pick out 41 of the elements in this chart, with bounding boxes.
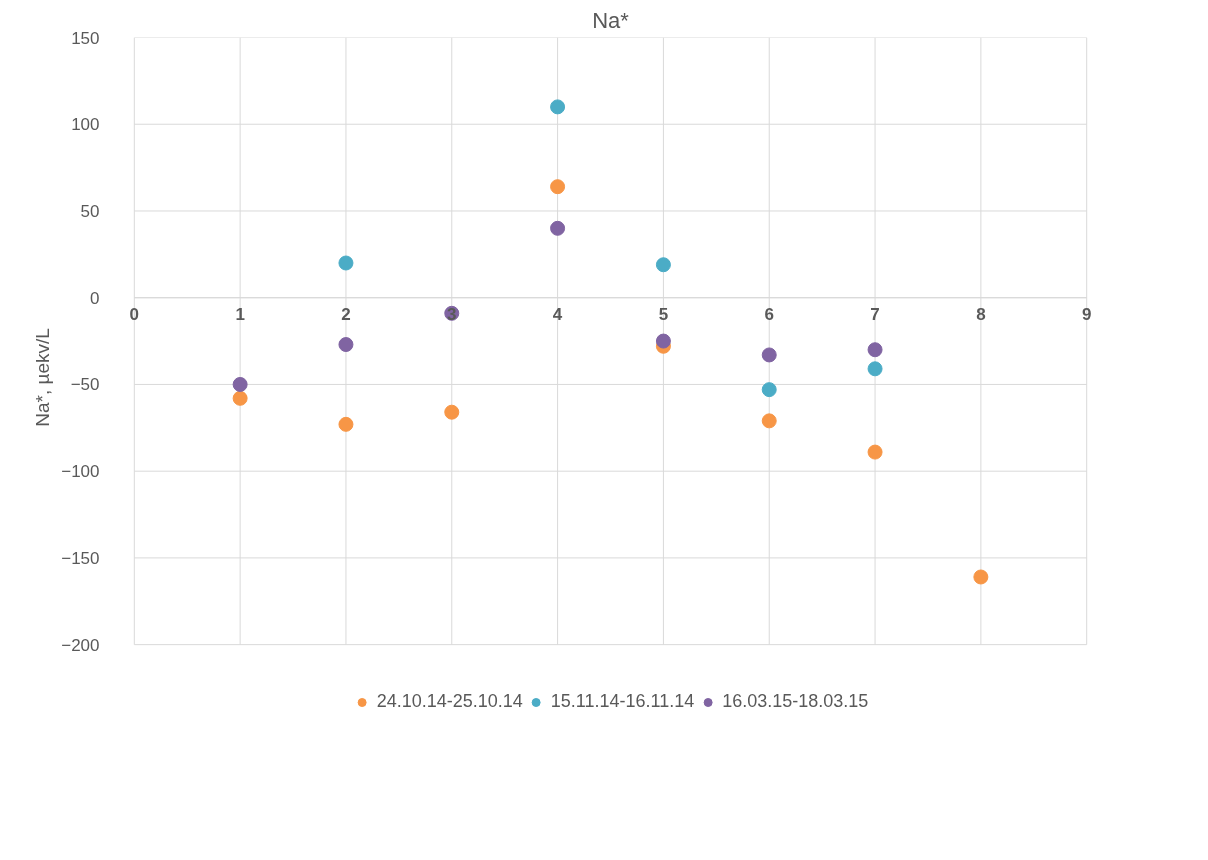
- chart-title: Na*: [592, 7, 630, 33]
- x-tick-label: 5: [658, 304, 669, 324]
- point: [550, 99, 566, 115]
- x-tick-label: 6: [764, 304, 774, 324]
- point: [338, 255, 354, 271]
- y-tick-label: −200: [61, 635, 100, 655]
- x-tick-label: 8: [976, 304, 986, 324]
- point: [867, 361, 883, 377]
- point: [973, 569, 989, 585]
- point: [232, 376, 248, 392]
- point: [550, 220, 566, 236]
- x-tick-label: 1: [235, 304, 245, 324]
- point: [338, 416, 354, 432]
- point: [761, 382, 777, 398]
- point: [232, 390, 248, 406]
- point: [444, 404, 460, 420]
- y-tick-label: 0: [90, 288, 100, 308]
- y-axis-title: Na*, µekv/L: [32, 328, 54, 427]
- point: [867, 342, 883, 358]
- x-tick-label: 9: [1081, 304, 1092, 324]
- legend-label: 16.03.15-18.03.15: [722, 691, 869, 712]
- point: [550, 179, 566, 195]
- x-tick-label: 2: [341, 304, 351, 324]
- y-tick-label: 50: [80, 201, 100, 221]
- x-tick-label: 0: [129, 304, 140, 324]
- point: [761, 347, 777, 363]
- point: [761, 413, 777, 429]
- legend-label: 15.11.14-16.11.14: [550, 691, 695, 712]
- y-tick-label: 100: [71, 115, 100, 135]
- legend-label: 24.10.14-25.10.14: [376, 691, 523, 712]
- point: [655, 333, 671, 349]
- y-tick-label: −150: [61, 548, 100, 568]
- x-tick-label: 3: [447, 304, 457, 324]
- y-tick-label: −100: [61, 462, 100, 482]
- x-tick-label: 7: [870, 304, 880, 324]
- point: [338, 337, 354, 353]
- y-tick-label: −50: [70, 375, 100, 395]
- y-tick-label: 150: [71, 28, 100, 48]
- x-tick-label: 4: [552, 304, 563, 324]
- point: [655, 257, 671, 273]
- point: [867, 444, 883, 460]
